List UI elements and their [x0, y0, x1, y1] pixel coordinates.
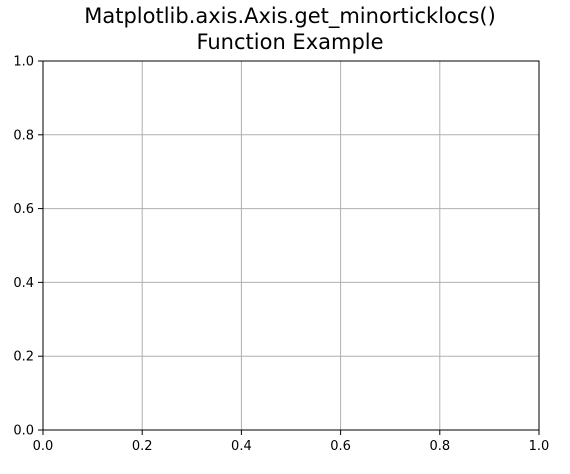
- x-tick-label: 0.2: [132, 439, 153, 454]
- tick-layer: 0.0 0.2 0.4 0.6 0.8 1.0 0.0 0.2 0.4 0.6 0.8 1.0: [13, 55, 549, 455]
- chart-title-line-1: Matplotlib.axis.Axis.get_minorticklocs(): [84, 4, 496, 28]
- y-tick-label: 0.2: [13, 350, 34, 365]
- y-tick-label: 0.6: [13, 202, 34, 217]
- y-tick-label: 0.4: [13, 276, 34, 291]
- x-tick-label: 1.0: [529, 439, 550, 454]
- x-tick-label: 0.6: [330, 439, 351, 454]
- axes-frame: [42, 60, 540, 431]
- x-tick-label: 0.8: [429, 439, 450, 454]
- grid-layer: [42, 60, 540, 431]
- x-tick-label: 0.4: [231, 439, 252, 454]
- x-tick-label: 0.0: [33, 439, 54, 454]
- chart-title: Matplotlib.axis.Axis.get_minorticklocs()…: [0, 3, 570, 55]
- y-tick-label: 0.0: [13, 424, 34, 439]
- y-tick-label: 1.0: [13, 55, 34, 70]
- chart-title-line-2: Function Example: [196, 30, 384, 54]
- y-tick-label: 0.8: [13, 128, 34, 143]
